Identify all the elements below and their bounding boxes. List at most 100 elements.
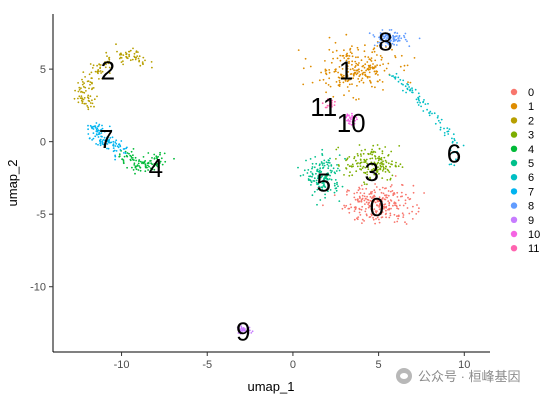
point-cluster-2 — [82, 91, 84, 94]
series-cluster-3 — [325, 144, 404, 186]
point-cluster-8 — [400, 37, 403, 40]
point-cluster-0 — [395, 205, 398, 208]
legend-key-2 — [510, 117, 518, 124]
point-cluster-5 — [336, 164, 338, 166]
point-cluster-1 — [370, 60, 373, 62]
point-cluster-5 — [310, 184, 312, 186]
point-cluster-6 — [451, 151, 454, 154]
point-cluster-8 — [404, 32, 407, 35]
point-cluster-4 — [135, 159, 138, 162]
point-cluster-1 — [365, 69, 367, 72]
point-cluster-3 — [380, 165, 383, 168]
point-cluster-1 — [373, 50, 376, 53]
point-cluster-2 — [138, 59, 141, 62]
point-cluster-2 — [77, 90, 80, 93]
point-cluster-1 — [345, 59, 348, 62]
point-cluster-2 — [139, 64, 142, 67]
point-cluster-2 — [85, 102, 87, 105]
point-cluster-7 — [110, 129, 113, 132]
point-cluster-7 — [89, 124, 92, 127]
point-cluster-5 — [322, 167, 324, 170]
point-cluster-3 — [364, 172, 367, 175]
point-cluster-5 — [324, 193, 326, 196]
point-cluster-1 — [373, 70, 376, 73]
point-cluster-0 — [385, 209, 387, 212]
point-cluster-1 — [380, 58, 383, 61]
point-cluster-3 — [353, 156, 356, 158]
point-cluster-4 — [146, 162, 149, 165]
point-cluster-1 — [355, 62, 358, 65]
point-cluster-1 — [328, 48, 331, 51]
point-cluster-3 — [387, 162, 390, 165]
point-cluster-5 — [302, 174, 305, 176]
point-cluster-0 — [360, 199, 363, 202]
point-cluster-2 — [93, 98, 96, 101]
point-cluster-2 — [96, 70, 99, 73]
point-cluster-0 — [418, 207, 420, 210]
point-cluster-0 — [397, 217, 399, 220]
point-cluster-4 — [144, 170, 147, 173]
point-cluster-5 — [327, 165, 330, 167]
point-cluster-8 — [387, 35, 390, 38]
point-cluster-11 — [329, 99, 332, 102]
point-cluster-3 — [378, 172, 380, 175]
point-cluster-5 — [330, 178, 333, 181]
point-cluster-2 — [101, 77, 104, 80]
point-cluster-0 — [343, 204, 345, 207]
point-cluster-5 — [317, 175, 320, 177]
point-cluster-5 — [341, 185, 344, 188]
point-cluster-1 — [302, 83, 305, 86]
point-cluster-4 — [157, 155, 160, 158]
point-cluster-1 — [343, 49, 345, 52]
point-cluster-4 — [158, 166, 160, 169]
point-cluster-3 — [335, 148, 338, 151]
point-cluster-2 — [78, 86, 81, 89]
legend-label-1: 1 — [528, 101, 534, 113]
point-cluster-8 — [395, 38, 398, 41]
point-cluster-3 — [370, 161, 373, 164]
point-cluster-1 — [351, 67, 354, 70]
point-cluster-0 — [408, 198, 411, 201]
point-cluster-3 — [381, 177, 384, 180]
point-cluster-1 — [346, 67, 349, 70]
point-cluster-2 — [144, 59, 146, 62]
point-cluster-7 — [115, 142, 118, 145]
point-cluster-3 — [361, 167, 364, 170]
point-cluster-8 — [381, 33, 384, 36]
point-cluster-3 — [363, 183, 366, 186]
point-cluster-3 — [337, 164, 340, 166]
point-cluster-6 — [395, 72, 398, 75]
point-cluster-1 — [362, 71, 365, 74]
point-cluster-4 — [149, 160, 151, 162]
point-cluster-5 — [323, 162, 325, 165]
point-cluster-8 — [385, 41, 387, 44]
point-cluster-2 — [107, 62, 110, 65]
point-cluster-0 — [389, 214, 392, 217]
point-cluster-0 — [389, 190, 392, 193]
point-cluster-7 — [117, 146, 120, 149]
point-cluster-1 — [334, 68, 337, 71]
point-cluster-0 — [372, 218, 375, 221]
point-cluster-0 — [412, 184, 415, 187]
point-cluster-3 — [337, 146, 340, 149]
point-cluster-0 — [356, 218, 359, 221]
point-cluster-1 — [369, 66, 372, 69]
point-cluster-5 — [320, 186, 322, 189]
point-cluster-5 — [319, 169, 321, 172]
point-cluster-1 — [391, 48, 393, 51]
point-cluster-1 — [346, 75, 349, 77]
point-cluster-5 — [333, 191, 336, 194]
point-cluster-0 — [393, 201, 396, 204]
point-cluster-5 — [308, 175, 310, 178]
point-cluster-1 — [356, 46, 359, 49]
legend-label-10: 10 — [528, 229, 540, 241]
point-cluster-2 — [141, 62, 144, 65]
point-cluster-3 — [374, 162, 377, 165]
point-cluster-2 — [78, 95, 81, 98]
point-cluster-6 — [407, 83, 409, 86]
point-cluster-4 — [148, 165, 150, 168]
point-cluster-0 — [396, 191, 399, 194]
point-cluster-6 — [449, 149, 452, 152]
point-cluster-0 — [369, 196, 372, 198]
point-cluster-6 — [400, 82, 403, 85]
